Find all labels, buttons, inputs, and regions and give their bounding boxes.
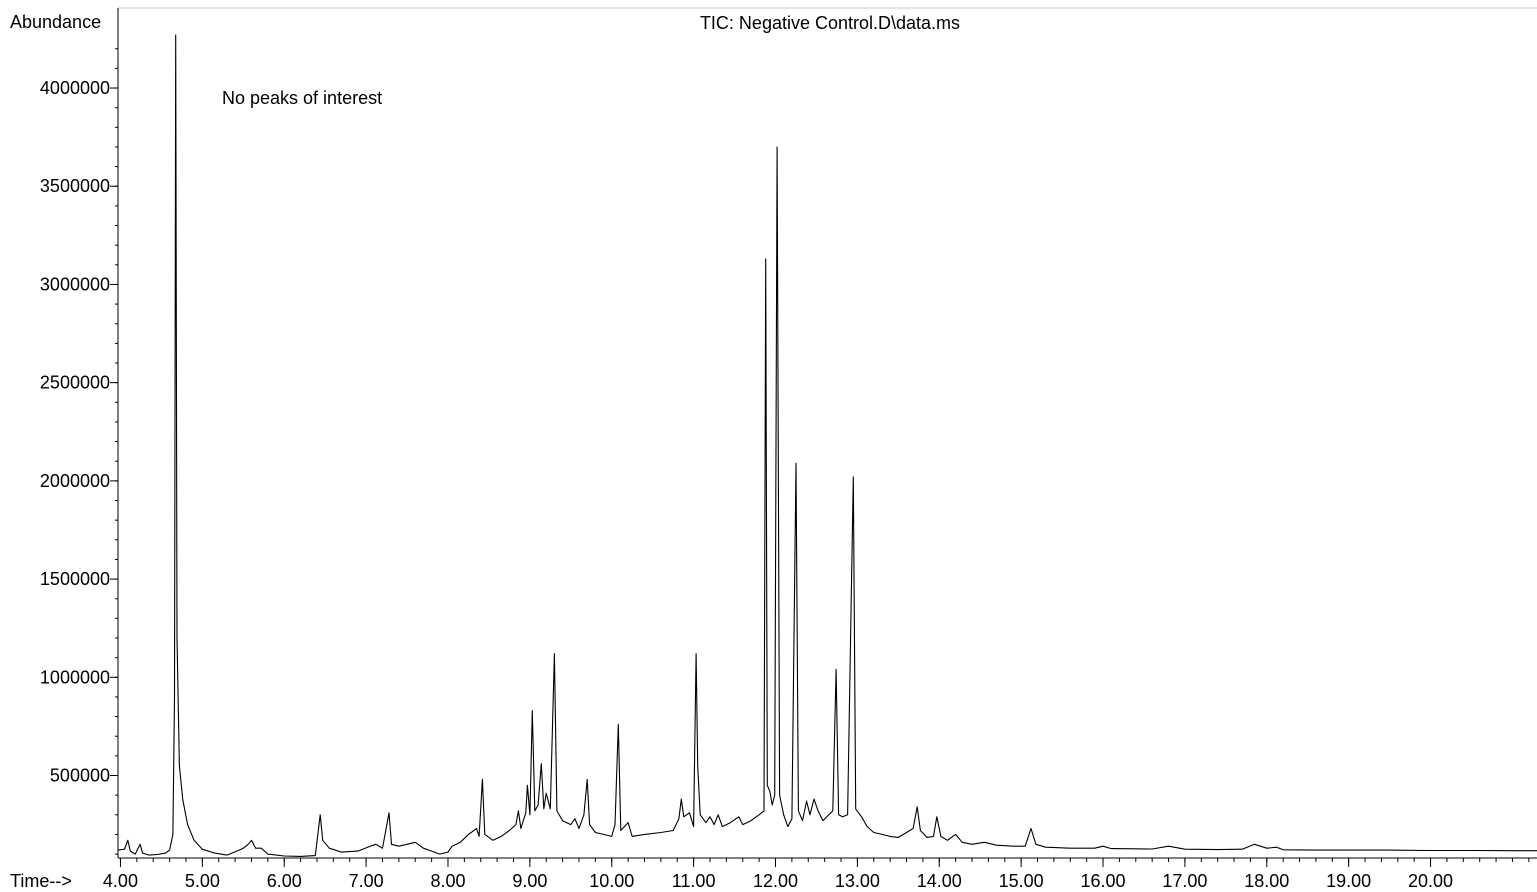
x-tick-label: 11.00 (672, 871, 716, 891)
x-tick-label: 10.00 (589, 871, 634, 891)
x-tick-label: 12.00 (753, 871, 798, 891)
y-tick-label: 3000000 (40, 274, 110, 294)
x-tick-label: 17.00 (1162, 871, 1207, 891)
x-tick-label: 16.00 (1081, 871, 1126, 891)
x-tick-label: 4.00 (103, 871, 138, 891)
x-tick-label: 5.00 (185, 871, 220, 891)
y-tick-label: 1000000 (40, 667, 110, 687)
x-tick-label: 18.00 (1244, 871, 1289, 891)
x-ticks: 4.00 5.00 6.00 7.00 8.00 9.00 10.00 11.00 12.00 1… (103, 858, 1530, 891)
x-tick-label: 9.00 (512, 871, 547, 891)
peak-annotation: No peaks of interest (222, 88, 382, 108)
y-tick-label: 3500000 (40, 176, 110, 196)
x-tick-label: 20.00 (1408, 871, 1453, 891)
y-tick-label: 1500000 (40, 569, 110, 589)
x-tick-label: 6.00 (267, 871, 302, 891)
y-tick-label: 500000 (50, 766, 110, 786)
x-tick-label: 19.00 (1326, 871, 1371, 891)
y-tick-label: 2500000 (40, 373, 110, 393)
y-axis-label: Abundance (10, 12, 101, 32)
y-tick-label: 2000000 (40, 471, 110, 491)
y-ticks: 500000 1000000 1500000 2000000 2500000 300000… (40, 48, 118, 855)
y-tick-label: 4000000 (40, 78, 110, 98)
tic-trace-line (117, 34, 1537, 857)
x-tick-label: 7.00 (349, 871, 384, 891)
chart-title: TIC: Negative Control.D\data.ms (700, 13, 960, 33)
x-tick-label: 14.00 (917, 871, 962, 891)
x-axis-label: Time--> (10, 871, 72, 891)
x-tick-label: 8.00 (430, 871, 465, 891)
x-tick-label: 15.00 (999, 871, 1044, 891)
x-tick-label: 13.00 (835, 871, 880, 891)
